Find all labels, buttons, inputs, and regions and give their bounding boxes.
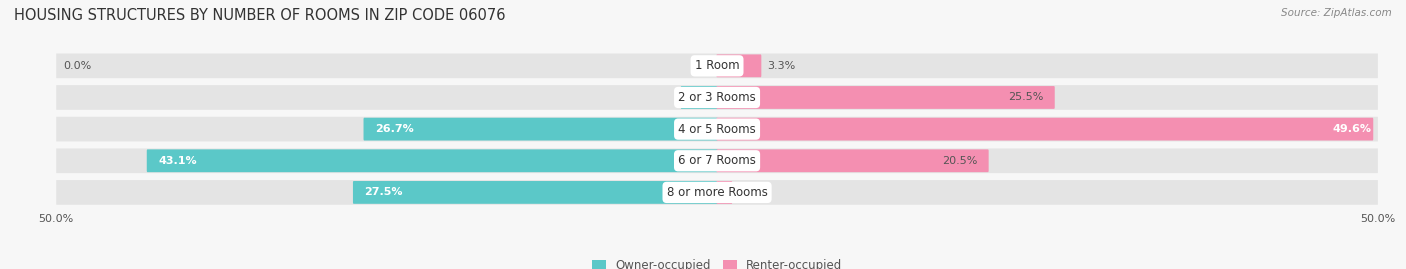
Text: 2 or 3 Rooms: 2 or 3 Rooms xyxy=(678,91,756,104)
Text: 20.5%: 20.5% xyxy=(942,156,977,166)
Text: 4 or 5 Rooms: 4 or 5 Rooms xyxy=(678,123,756,136)
Text: 26.7%: 26.7% xyxy=(375,124,413,134)
FancyBboxPatch shape xyxy=(717,54,761,77)
FancyBboxPatch shape xyxy=(681,86,717,109)
FancyBboxPatch shape xyxy=(56,117,1378,141)
FancyBboxPatch shape xyxy=(717,86,1054,109)
FancyBboxPatch shape xyxy=(146,149,717,172)
FancyBboxPatch shape xyxy=(364,118,717,140)
Text: 1 Room: 1 Room xyxy=(695,59,740,72)
Text: 8 or more Rooms: 8 or more Rooms xyxy=(666,186,768,199)
Text: 27.5%: 27.5% xyxy=(364,187,402,197)
Text: 3.3%: 3.3% xyxy=(768,61,796,71)
FancyBboxPatch shape xyxy=(717,149,988,172)
FancyBboxPatch shape xyxy=(56,148,1378,173)
Text: HOUSING STRUCTURES BY NUMBER OF ROOMS IN ZIP CODE 06076: HOUSING STRUCTURES BY NUMBER OF ROOMS IN… xyxy=(14,8,506,23)
Text: Source: ZipAtlas.com: Source: ZipAtlas.com xyxy=(1281,8,1392,18)
FancyBboxPatch shape xyxy=(56,85,1378,110)
Text: 25.5%: 25.5% xyxy=(1008,93,1043,102)
FancyBboxPatch shape xyxy=(717,118,1374,140)
FancyBboxPatch shape xyxy=(353,181,717,204)
Text: 2.7%: 2.7% xyxy=(692,93,723,102)
Text: 6 or 7 Rooms: 6 or 7 Rooms xyxy=(678,154,756,167)
Text: 43.1%: 43.1% xyxy=(157,156,197,166)
FancyBboxPatch shape xyxy=(56,180,1378,205)
Text: 0.0%: 0.0% xyxy=(63,61,91,71)
Text: 1.1%: 1.1% xyxy=(738,187,766,197)
Legend: Owner-occupied, Renter-occupied: Owner-occupied, Renter-occupied xyxy=(586,254,848,269)
FancyBboxPatch shape xyxy=(717,181,733,204)
FancyBboxPatch shape xyxy=(56,54,1378,78)
Text: 49.6%: 49.6% xyxy=(1333,124,1371,134)
